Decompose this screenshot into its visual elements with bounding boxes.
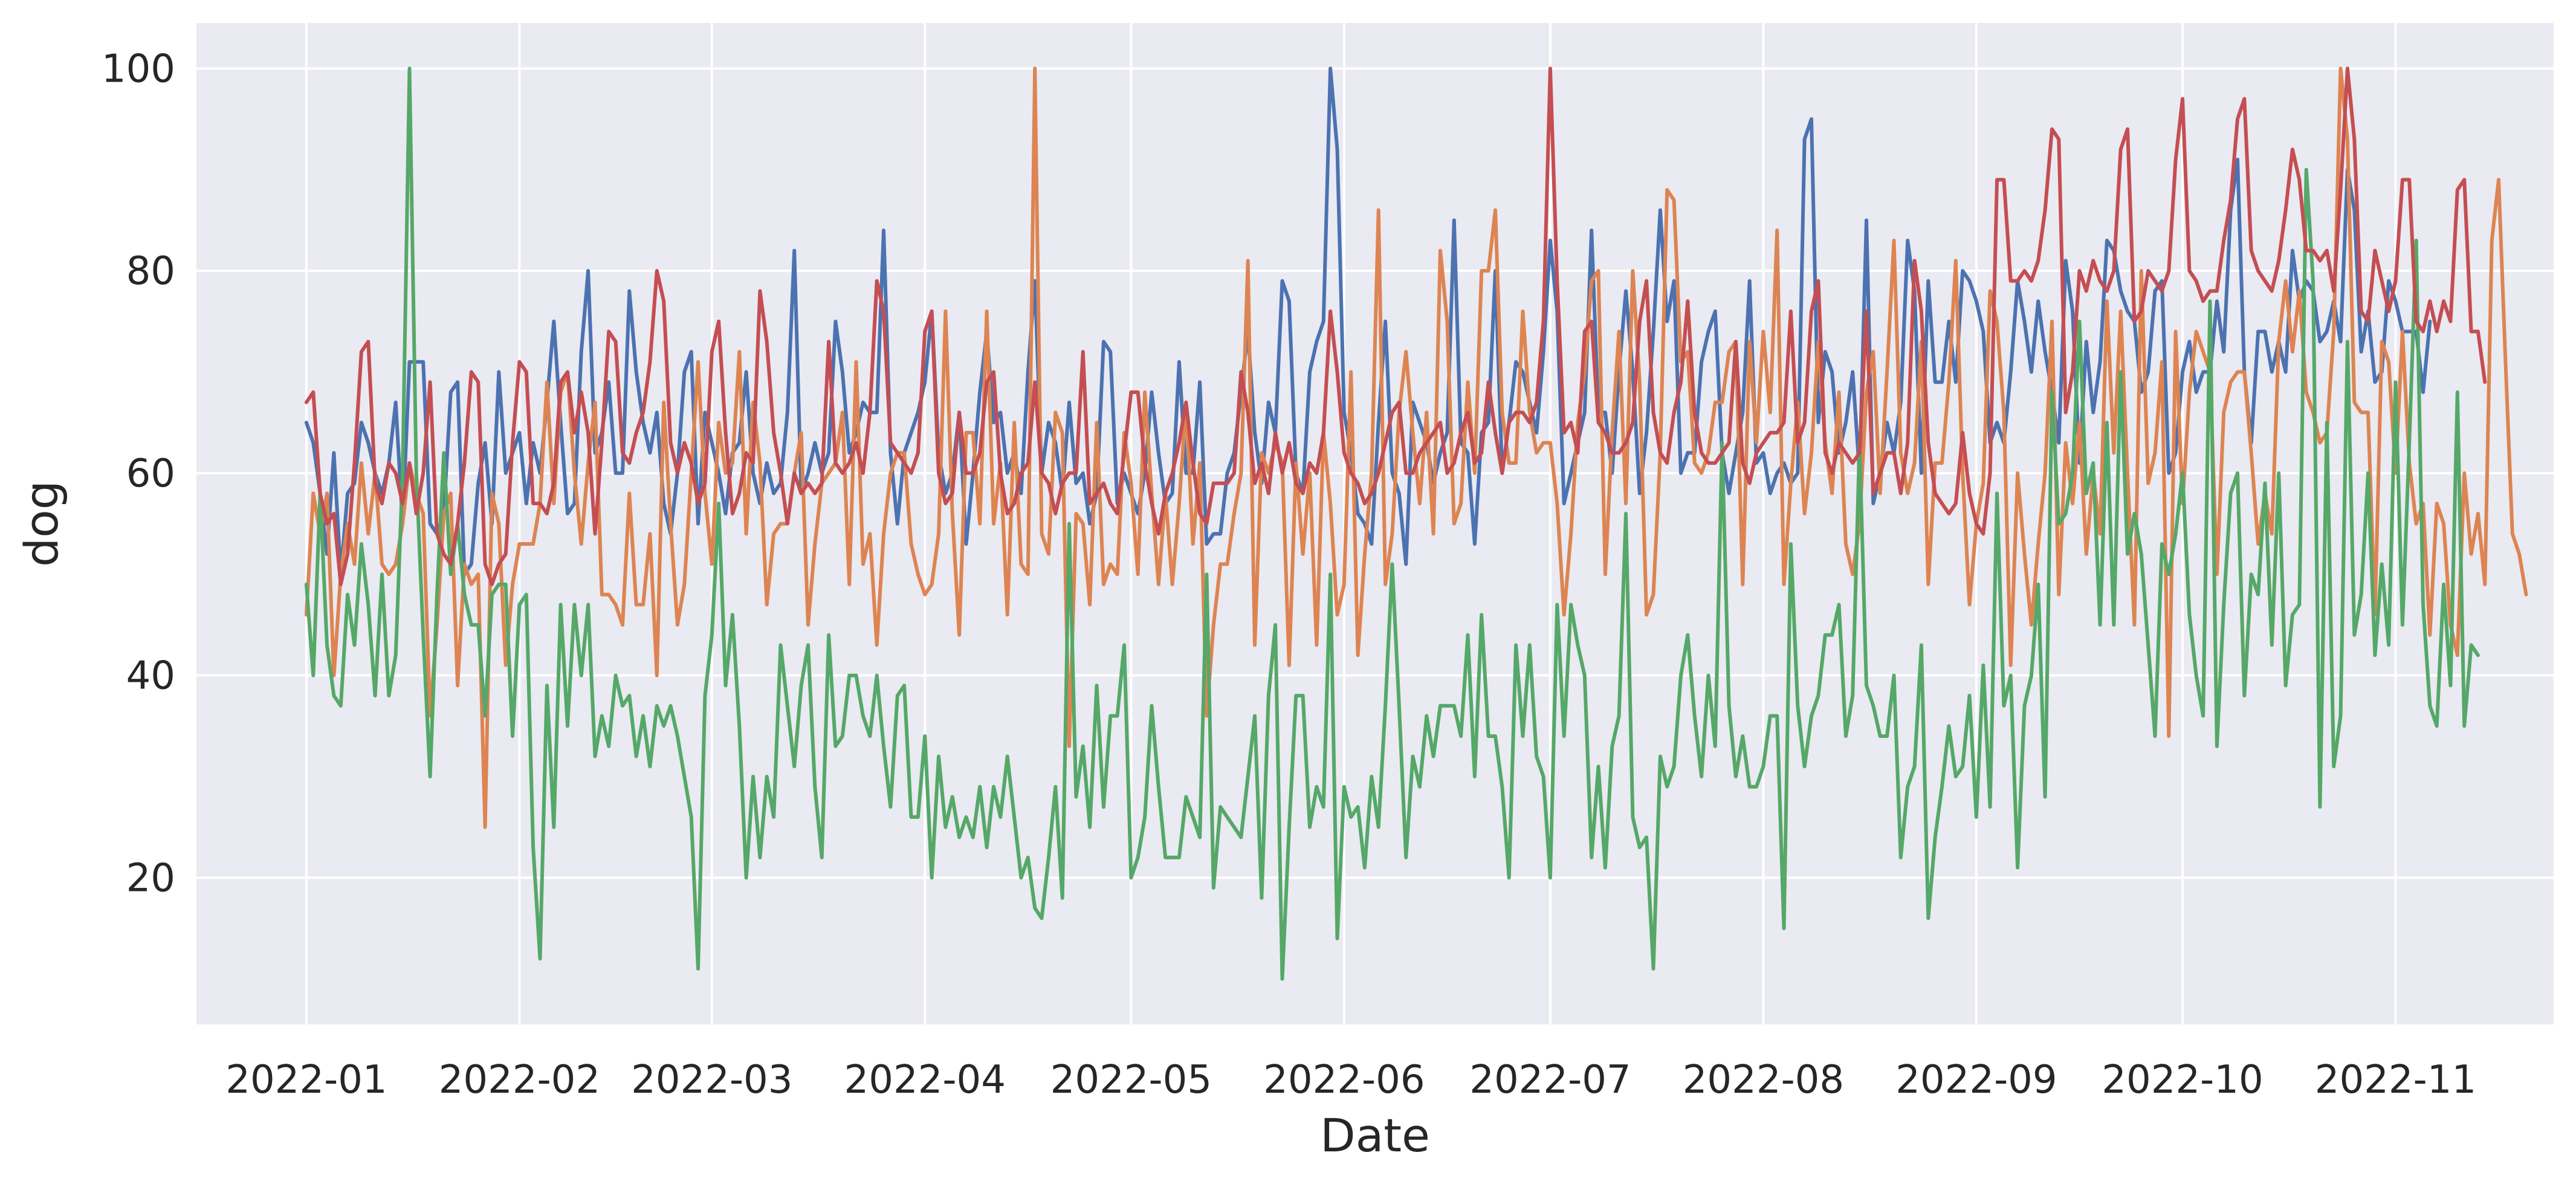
y-tick-label: 100	[102, 47, 175, 91]
x-tick-label: 2022-10	[2102, 1058, 2263, 1102]
x-tick-label: 2022-03	[631, 1058, 792, 1102]
y-tick-label: 80	[126, 249, 175, 294]
y-axis-title: dog	[15, 480, 68, 567]
plot-background	[196, 23, 2554, 1024]
y-tick-label: 40	[126, 654, 175, 699]
y-tick-label: 60	[126, 451, 175, 496]
y-tick-label: 20	[126, 856, 175, 901]
series-layer	[304, 66, 2528, 981]
x-tick-label: 2022-05	[1050, 1058, 1212, 1102]
series-line-4	[304, 66, 2487, 586]
series-line-3	[304, 66, 2480, 981]
y-tick-labels: 20 40 60 80 100	[102, 47, 175, 901]
x-tick-label: 2022-08	[1683, 1058, 1844, 1102]
x-tick-label: 2022-11	[2315, 1058, 2476, 1102]
x-tick-label: 2022-01	[225, 1058, 387, 1102]
x-tick-label: 2022-07	[1469, 1058, 1631, 1102]
x-tick-label: 2022-06	[1263, 1058, 1425, 1102]
x-tick-labels: 2022-01 2022-02 2022-03 2022-04 2022-05 2022-…	[225, 1058, 2476, 1102]
x-tick-label: 2022-09	[1895, 1058, 2057, 1102]
x-tick-label: 2022-02	[439, 1058, 600, 1102]
x-axis-title: Date	[1320, 1108, 1430, 1162]
x-tick-label: 2022-04	[844, 1058, 1006, 1102]
